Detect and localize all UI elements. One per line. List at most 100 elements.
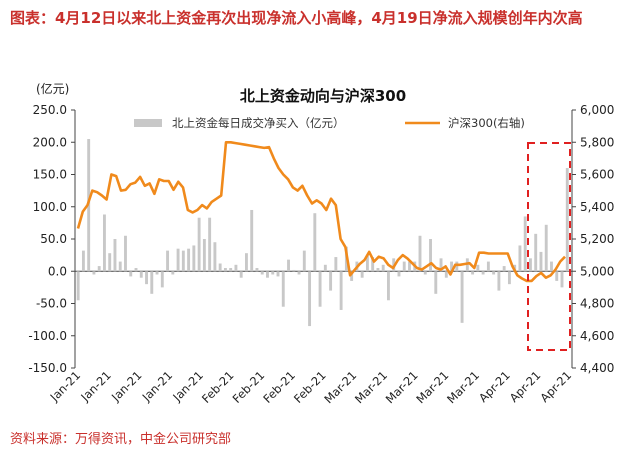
left-tick-label: 150.0 — [33, 168, 67, 182]
bar-net-buy — [565, 168, 569, 272]
bar-net-buy — [365, 255, 369, 272]
bar-net-buy — [308, 271, 312, 327]
bar-net-buy — [113, 239, 117, 272]
x-tick-label: Feb-21 — [291, 368, 329, 406]
bar-net-buy — [555, 271, 559, 281]
left-tick-label: 0.0 — [48, 264, 67, 278]
right-tick-label: 6,000 — [580, 103, 614, 117]
bar-net-buy — [423, 271, 427, 275]
legend-label-bars: 北上资金每日成交净买入（亿元） — [172, 116, 345, 130]
right-tick-label: 4,400 — [580, 361, 614, 375]
bar-net-buy — [171, 271, 175, 275]
bar-net-buy — [334, 257, 338, 272]
right-tick-label: 4,800 — [580, 297, 614, 311]
bar-net-buy — [492, 271, 496, 275]
bar-net-buy — [460, 271, 464, 323]
bar-net-buy — [444, 271, 448, 278]
bar-net-buy — [218, 263, 222, 272]
bar-net-buy — [145, 271, 148, 285]
bar-net-buy — [192, 245, 196, 272]
bar-net-buy — [118, 261, 122, 272]
bar-net-buy — [518, 245, 522, 272]
right-tick-label: 5,200 — [580, 232, 614, 246]
left-tick-label: 50.0 — [40, 232, 67, 246]
right-tick-label: 5,600 — [580, 168, 614, 182]
bar-net-buy — [208, 217, 212, 272]
x-tick-label: Jan-21 — [139, 368, 175, 404]
x-tick-label: Jan-21 — [108, 368, 144, 404]
x-tick-label: Apr-21 — [537, 368, 574, 405]
bar-net-buy — [523, 216, 527, 272]
bar-net-buy — [371, 257, 375, 272]
bar-net-buy — [550, 261, 553, 272]
left-tick-label: 200.0 — [33, 135, 67, 149]
bar-net-buy — [160, 271, 164, 288]
bar-net-buy — [507, 271, 511, 285]
x-tick-label: Mar-21 — [321, 368, 359, 406]
bar-net-buy — [381, 264, 385, 272]
bar-net-buy — [418, 235, 422, 272]
series-line-hs300 — [76, 141, 566, 283]
bar-net-buy — [339, 271, 343, 310]
bar-net-buy — [329, 271, 333, 291]
bar-net-buy — [260, 271, 264, 275]
highlight-box — [527, 142, 571, 351]
bar-net-buy — [202, 239, 206, 272]
left-tick-label: 100.0 — [33, 200, 67, 214]
x-tick-label: Feb-21 — [199, 368, 237, 406]
bar-net-buy — [429, 239, 432, 272]
bar-net-buy — [529, 258, 532, 272]
bar-net-buy — [281, 271, 285, 307]
bar-net-buy — [255, 268, 259, 272]
bar-net-buy — [245, 253, 248, 272]
bar-net-buy — [534, 233, 538, 272]
bar-net-buy — [108, 253, 112, 272]
left-tick-label: 250.0 — [33, 103, 67, 117]
bar-net-buy — [408, 261, 411, 272]
bar-net-buy — [450, 261, 454, 272]
x-tick-label: Jan-21 — [77, 368, 113, 404]
bar-net-buy — [92, 271, 96, 275]
left-tick-label: -100.0 — [28, 329, 67, 343]
left-tick-label: -150.0 — [28, 361, 67, 375]
bar-net-buy — [544, 224, 548, 272]
bar-net-buy — [239, 271, 243, 278]
x-tick-label: Mar-21 — [413, 368, 451, 406]
x-tick-label: Apr-21 — [476, 368, 513, 405]
bar-net-buy — [476, 264, 480, 272]
legend-label-line: 沪深300(右轴) — [448, 116, 525, 130]
bar-net-buy — [318, 271, 322, 307]
bar-net-buy — [376, 268, 380, 272]
bar-net-buy — [350, 271, 354, 281]
bar-net-buy — [497, 271, 501, 291]
bar-net-buy — [397, 271, 401, 277]
bar-net-buy — [455, 261, 459, 272]
bar-net-buy — [129, 271, 133, 277]
bar-net-buy — [139, 271, 143, 278]
bar-net-buy — [76, 271, 80, 301]
bar-net-buy — [486, 261, 490, 272]
bar-net-buy — [560, 271, 564, 288]
x-tick-label: Apr-21 — [507, 368, 544, 405]
bar-net-buy — [266, 271, 269, 278]
x-tick-label: Feb-21 — [230, 368, 268, 406]
right-tick-label: 5,800 — [580, 135, 614, 149]
bar-net-buy — [223, 268, 227, 272]
bar-net-buy — [197, 217, 201, 272]
bar-net-buy — [234, 264, 238, 272]
bar-net-buy — [81, 250, 85, 272]
bar-net-buy — [229, 268, 233, 272]
bar-net-buy — [166, 250, 170, 272]
bar-net-buy — [360, 271, 364, 278]
bar-net-buy — [271, 271, 275, 275]
x-tick-label: Feb-21 — [260, 368, 298, 406]
x-tick-label: Mar-21 — [444, 368, 482, 406]
bar-net-buy — [276, 271, 280, 277]
bar-net-buy — [97, 266, 101, 272]
bar-net-buy — [250, 209, 254, 272]
bar-net-buy — [297, 271, 301, 275]
bar-net-buy — [292, 269, 296, 272]
left-axis-unit: (亿元) — [36, 81, 69, 96]
bar-net-buy — [181, 250, 185, 272]
bar-net-buy — [502, 266, 506, 272]
